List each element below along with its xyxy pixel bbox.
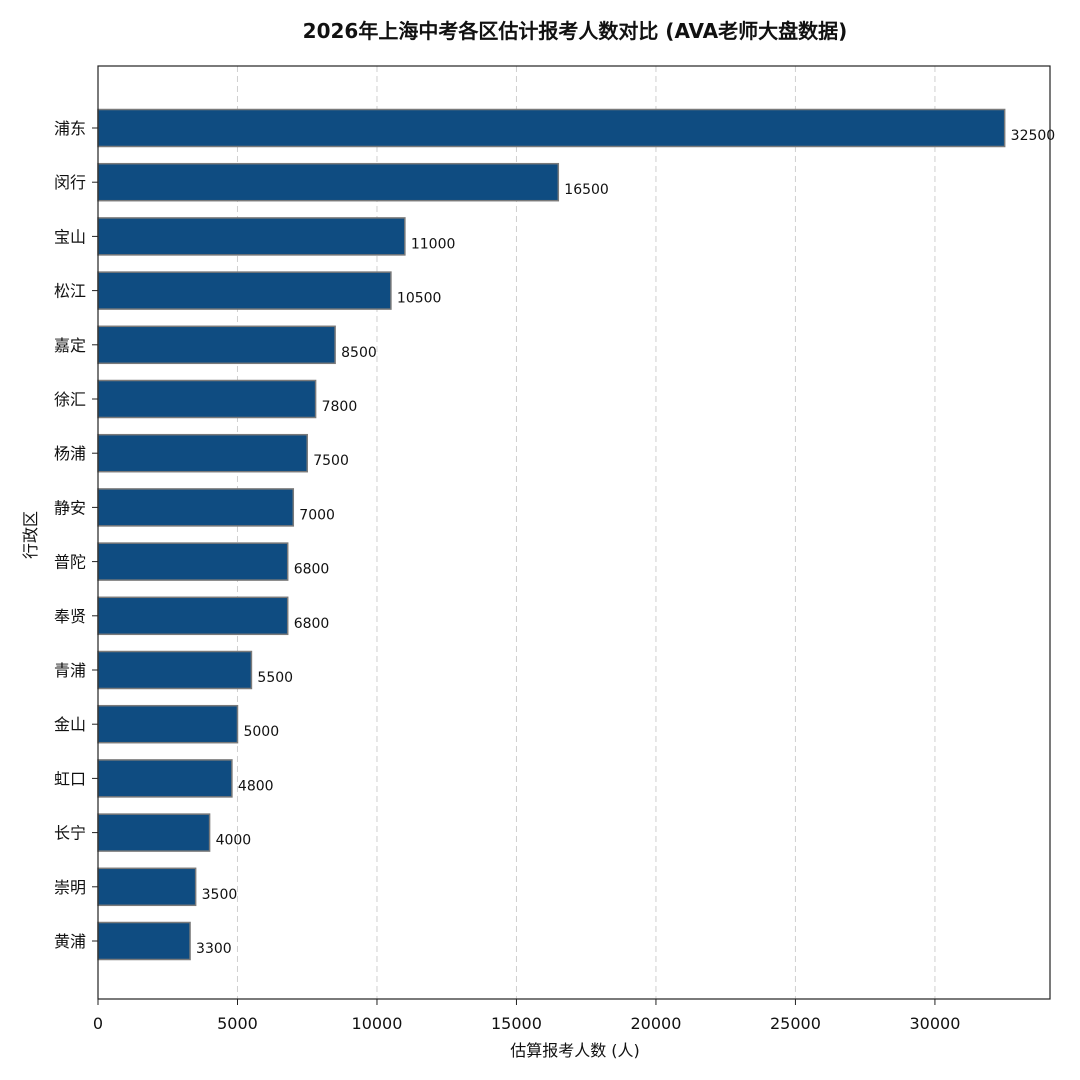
y-tick-label: 嘉定: [54, 336, 86, 355]
x-tick-label: 5000: [217, 1014, 258, 1033]
data-label: 16500: [564, 182, 609, 198]
plot-frame: [97, 65, 1051, 1000]
bar-8: [97, 542, 289, 581]
data-label: 5500: [257, 670, 293, 686]
bar-12: [97, 759, 233, 798]
bar-4: [97, 325, 336, 365]
x-tick-label: 15000: [491, 1014, 542, 1033]
y-tick-label: 宝山: [54, 227, 86, 246]
y-tick-label: 虹口: [54, 769, 86, 788]
bar-7: [97, 488, 295, 527]
y-tick-label: 长宁: [54, 824, 86, 843]
bar-6: [97, 433, 308, 473]
y-tick-label: 黄浦: [54, 932, 86, 951]
bar-15: [97, 921, 191, 961]
y-tick-label: 松江: [54, 282, 86, 301]
data-label: 11000: [411, 236, 456, 252]
bar-11: [97, 704, 239, 744]
bar-3: [97, 271, 392, 310]
data-label: 7500: [313, 453, 349, 469]
data-label: 6800: [294, 616, 330, 632]
y-axis-label: 行政区: [21, 511, 40, 559]
bar-1: [97, 162, 560, 202]
data-label: 4800: [238, 778, 274, 794]
bar-9: [97, 596, 289, 636]
x-tick-label: 30000: [909, 1014, 960, 1033]
data-label: 3500: [202, 887, 238, 903]
y-tick-label: 普陀: [54, 553, 86, 572]
data-label: 7000: [299, 507, 335, 523]
x-axis-ticks: 0 5000 10000 15000 20000 25000 30000: [93, 999, 960, 1033]
x-tick-label: 25000: [770, 1014, 821, 1033]
bar-0: [97, 108, 1006, 148]
x-tick-label: 0: [93, 1014, 103, 1033]
data-label: 5000: [243, 724, 279, 740]
data-label: 10500: [397, 291, 442, 307]
data-label: 8500: [341, 345, 377, 361]
data-label: 3300: [196, 941, 232, 957]
bar-5: [97, 379, 317, 419]
bar-10: [97, 650, 253, 690]
data-label: 32500: [1011, 128, 1056, 144]
y-tick-label: 静安: [54, 498, 86, 517]
y-tick-label: 金山: [54, 715, 86, 734]
bars: [97, 108, 1006, 961]
data-labels: 32500 16500 11000 10500 8500 7800 7500 7000 6800…: [196, 128, 1055, 957]
y-tick-label: 青浦: [54, 661, 86, 680]
x-tick-label: 20000: [630, 1014, 681, 1033]
data-label: 7800: [322, 399, 358, 415]
x-axis-label: 估算报考人数 (人): [510, 1041, 640, 1060]
data-label: 4000: [216, 833, 252, 849]
bar-14: [97, 867, 197, 907]
y-tick-label: 崇明: [54, 878, 86, 897]
y-tick-label: 徐汇: [54, 390, 86, 409]
x-tick-label: 10000: [352, 1014, 403, 1033]
bar-13: [97, 813, 211, 852]
y-tick-label: 杨浦: [54, 444, 86, 463]
y-tick-label: 浦东: [54, 119, 86, 138]
y-tick-label: 闵行: [54, 173, 86, 192]
bar-2: [97, 217, 406, 256]
y-tick-label: 奉贤: [54, 607, 86, 626]
data-label: 6800: [294, 562, 330, 578]
chart-title: 2026年上海中考各区估计报考人数对比 (AVA老师大盘数据): [303, 19, 848, 43]
grid-lines: [236, 66, 936, 999]
